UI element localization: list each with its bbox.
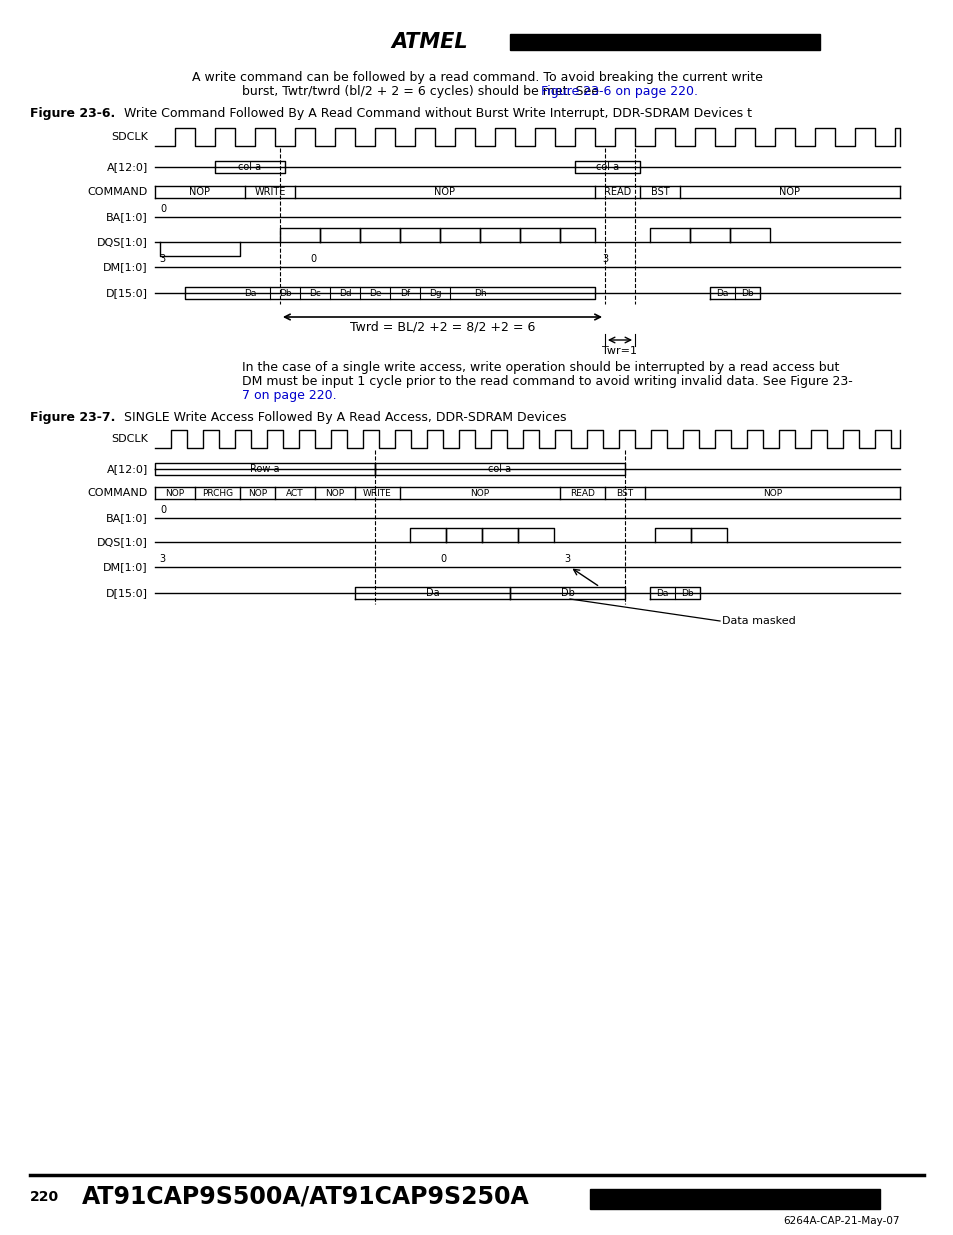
Text: NOP: NOP <box>434 186 455 198</box>
Text: DM[1:0]: DM[1:0] <box>103 262 148 272</box>
Text: NOP: NOP <box>762 489 781 498</box>
Text: 3: 3 <box>601 254 607 264</box>
Text: 0: 0 <box>439 555 446 564</box>
Text: D[15:0]: D[15:0] <box>106 288 148 298</box>
Text: Df: Df <box>399 289 410 298</box>
Text: WRITE: WRITE <box>254 186 285 198</box>
Text: READ: READ <box>603 186 631 198</box>
Text: COMMAND: COMMAND <box>88 488 148 498</box>
Text: Twrd = BL/2 +2 = 8/2 +2 = 6: Twrd = BL/2 +2 = 8/2 +2 = 6 <box>350 321 535 333</box>
Text: NOP: NOP <box>165 489 184 498</box>
Text: NOP: NOP <box>248 489 267 498</box>
Text: BA[1:0]: BA[1:0] <box>106 212 148 222</box>
Text: NOP: NOP <box>470 489 489 498</box>
Text: 3: 3 <box>563 555 570 564</box>
Text: DQS[1:0]: DQS[1:0] <box>97 537 148 547</box>
Text: 0: 0 <box>310 254 315 264</box>
Text: SDCLK: SDCLK <box>111 433 148 445</box>
Text: DM[1:0]: DM[1:0] <box>103 562 148 572</box>
Text: READ: READ <box>570 489 595 498</box>
Text: NOP: NOP <box>190 186 211 198</box>
Text: Dd: Dd <box>338 289 351 298</box>
Text: Db: Db <box>560 588 574 598</box>
Text: Row a: Row a <box>250 464 279 474</box>
Text: Da: Da <box>716 289 728 298</box>
Text: Db: Db <box>740 289 753 298</box>
Text: 7 on page 220.: 7 on page 220. <box>242 389 336 401</box>
Text: AT91CAP9S500A/AT91CAP9S250A: AT91CAP9S500A/AT91CAP9S250A <box>82 1186 529 1209</box>
Text: col a: col a <box>238 162 261 172</box>
Text: PRCHG: PRCHG <box>202 489 233 498</box>
Text: WRITE: WRITE <box>363 489 392 498</box>
Text: Twr=1: Twr=1 <box>602 346 637 356</box>
Text: 6264A-CAP-21-May-07: 6264A-CAP-21-May-07 <box>782 1216 899 1226</box>
Text: Figure 23-6 on page 220.: Figure 23-6 on page 220. <box>540 85 697 99</box>
Text: DQS[1:0]: DQS[1:0] <box>97 237 148 247</box>
Text: A[12:0]: A[12:0] <box>107 464 148 474</box>
Text: Data masked: Data masked <box>721 616 795 626</box>
Text: 0: 0 <box>160 204 166 214</box>
Text: DM must be input 1 cycle prior to the read command to avoid writing invalid data: DM must be input 1 cycle prior to the re… <box>242 374 852 388</box>
Text: Dc: Dc <box>309 289 320 298</box>
Text: 220: 220 <box>30 1191 59 1204</box>
Text: Figure 23-7.: Figure 23-7. <box>30 410 115 424</box>
Text: Da: Da <box>244 289 256 298</box>
Text: ATMEL: ATMEL <box>392 32 468 52</box>
Text: De: De <box>369 289 381 298</box>
Text: 3: 3 <box>159 555 165 564</box>
Bar <box>510 35 820 49</box>
Text: BST: BST <box>650 186 669 198</box>
Text: col a: col a <box>488 464 511 474</box>
Text: A write command can be followed by a read command. To avoid breaking the current: A write command can be followed by a rea… <box>192 72 761 84</box>
Bar <box>589 1189 879 1209</box>
Text: In the case of a single write access, write operation should be interrupted by a: In the case of a single write access, wr… <box>242 361 839 373</box>
Text: NOP: NOP <box>779 186 800 198</box>
Text: SINGLE Write Access Followed By A Read Access, DDR-SDRAM Devices: SINGLE Write Access Followed By A Read A… <box>112 410 566 424</box>
Text: Dh: Dh <box>474 289 486 298</box>
Text: Figure 23-6.: Figure 23-6. <box>30 106 115 120</box>
Text: ACT: ACT <box>286 489 303 498</box>
Text: D[15:0]: D[15:0] <box>106 588 148 598</box>
Text: col a: col a <box>596 162 618 172</box>
Text: 3: 3 <box>159 254 165 264</box>
Text: Db: Db <box>278 289 291 298</box>
Text: 0: 0 <box>160 505 166 515</box>
Text: Dg: Dg <box>428 289 441 298</box>
Text: burst, Twtr/twrd (bl/2 + 2 = 6 cycles) should be met. See: burst, Twtr/twrd (bl/2 + 2 = 6 cycles) s… <box>242 85 602 99</box>
Text: Write Command Followed By A Read Command without Burst Write Interrupt, DDR-SDRA: Write Command Followed By A Read Command… <box>112 106 751 120</box>
Text: BA[1:0]: BA[1:0] <box>106 513 148 522</box>
Text: Da: Da <box>425 588 438 598</box>
Text: COMMAND: COMMAND <box>88 186 148 198</box>
Text: BST: BST <box>616 489 633 498</box>
Text: Db: Db <box>680 589 693 598</box>
Text: NOP: NOP <box>325 489 344 498</box>
Text: SDCLK: SDCLK <box>111 132 148 142</box>
Text: Da: Da <box>656 589 668 598</box>
Text: A[12:0]: A[12:0] <box>107 162 148 172</box>
